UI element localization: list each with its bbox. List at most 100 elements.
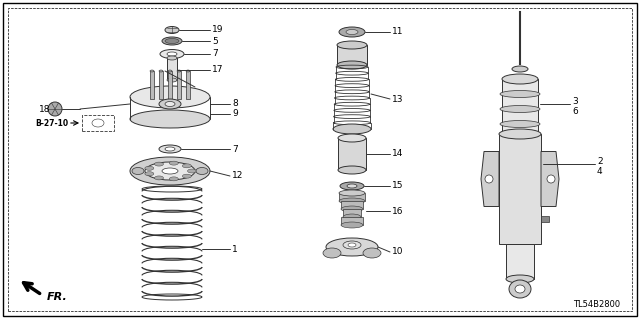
Text: 19: 19 bbox=[212, 26, 223, 34]
Ellipse shape bbox=[515, 285, 525, 293]
Text: 6: 6 bbox=[572, 107, 578, 115]
Polygon shape bbox=[481, 152, 499, 206]
Ellipse shape bbox=[337, 61, 367, 69]
Ellipse shape bbox=[182, 174, 191, 178]
Text: 13: 13 bbox=[392, 94, 403, 103]
Ellipse shape bbox=[512, 66, 528, 72]
Ellipse shape bbox=[132, 167, 144, 174]
Bar bbox=[177, 71, 181, 99]
Ellipse shape bbox=[347, 184, 357, 188]
Ellipse shape bbox=[165, 39, 179, 43]
Ellipse shape bbox=[159, 99, 181, 109]
Ellipse shape bbox=[159, 70, 163, 72]
Ellipse shape bbox=[196, 167, 208, 174]
Text: 4: 4 bbox=[597, 167, 603, 175]
Ellipse shape bbox=[338, 166, 366, 174]
Ellipse shape bbox=[167, 52, 177, 56]
Text: 1: 1 bbox=[232, 244, 237, 254]
Bar bbox=[338, 138, 366, 170]
Ellipse shape bbox=[323, 248, 341, 258]
Text: 9: 9 bbox=[232, 109, 237, 118]
Ellipse shape bbox=[338, 134, 366, 142]
Text: 7: 7 bbox=[232, 145, 237, 153]
Text: 16: 16 bbox=[392, 206, 403, 216]
Bar bbox=[499, 134, 541, 244]
Ellipse shape bbox=[130, 157, 210, 185]
Text: 12: 12 bbox=[232, 172, 243, 181]
Ellipse shape bbox=[500, 121, 540, 128]
Bar bbox=[82, 115, 114, 131]
Ellipse shape bbox=[340, 182, 364, 190]
Ellipse shape bbox=[343, 214, 361, 220]
Ellipse shape bbox=[162, 168, 178, 174]
Ellipse shape bbox=[363, 248, 381, 258]
Bar bbox=[168, 71, 172, 99]
Ellipse shape bbox=[160, 49, 184, 58]
Ellipse shape bbox=[130, 86, 210, 108]
Ellipse shape bbox=[485, 175, 493, 183]
Ellipse shape bbox=[145, 162, 195, 180]
Text: 18: 18 bbox=[38, 105, 50, 114]
Bar bbox=[159, 71, 163, 99]
Ellipse shape bbox=[509, 280, 531, 298]
Ellipse shape bbox=[154, 162, 163, 166]
Text: 17: 17 bbox=[212, 65, 223, 75]
Ellipse shape bbox=[341, 206, 363, 212]
Ellipse shape bbox=[500, 91, 540, 98]
Polygon shape bbox=[541, 152, 559, 206]
Ellipse shape bbox=[348, 243, 356, 247]
Ellipse shape bbox=[343, 241, 361, 249]
Ellipse shape bbox=[341, 222, 363, 228]
Text: 5: 5 bbox=[212, 36, 218, 46]
Text: 2: 2 bbox=[597, 157, 603, 166]
Ellipse shape bbox=[165, 26, 179, 33]
Text: 14: 14 bbox=[392, 150, 403, 159]
Text: 3: 3 bbox=[572, 97, 578, 106]
Ellipse shape bbox=[170, 177, 179, 181]
Ellipse shape bbox=[159, 145, 181, 153]
Text: B-27-10: B-27-10 bbox=[35, 118, 68, 128]
Ellipse shape bbox=[170, 161, 179, 165]
Ellipse shape bbox=[177, 70, 181, 72]
Bar bbox=[502, 79, 538, 134]
Text: 15: 15 bbox=[392, 182, 403, 190]
Ellipse shape bbox=[339, 27, 365, 37]
Ellipse shape bbox=[346, 29, 358, 34]
Text: TL54B2800: TL54B2800 bbox=[573, 300, 620, 309]
Ellipse shape bbox=[48, 102, 62, 116]
Ellipse shape bbox=[168, 70, 172, 72]
Bar bbox=[341, 217, 363, 225]
Ellipse shape bbox=[165, 147, 175, 151]
Ellipse shape bbox=[502, 74, 538, 84]
Bar bbox=[341, 201, 363, 209]
Text: 8: 8 bbox=[232, 100, 237, 108]
Ellipse shape bbox=[165, 101, 175, 107]
Bar bbox=[339, 193, 365, 201]
Ellipse shape bbox=[506, 275, 534, 283]
Bar bbox=[186, 71, 190, 99]
Ellipse shape bbox=[167, 56, 177, 60]
Ellipse shape bbox=[154, 176, 163, 180]
Ellipse shape bbox=[145, 172, 154, 176]
Bar bbox=[343, 209, 361, 217]
Ellipse shape bbox=[500, 106, 540, 113]
Ellipse shape bbox=[150, 70, 154, 72]
Text: FR.: FR. bbox=[47, 292, 68, 302]
Bar bbox=[506, 244, 534, 279]
Ellipse shape bbox=[326, 238, 378, 256]
Text: 10: 10 bbox=[392, 248, 403, 256]
Ellipse shape bbox=[547, 175, 555, 183]
Bar bbox=[150, 71, 154, 99]
Bar bbox=[541, 216, 549, 222]
Text: 7: 7 bbox=[212, 49, 218, 58]
Ellipse shape bbox=[339, 198, 365, 204]
Ellipse shape bbox=[339, 190, 365, 196]
Ellipse shape bbox=[333, 124, 371, 134]
Bar bbox=[337, 45, 367, 65]
Ellipse shape bbox=[499, 129, 541, 139]
Bar bbox=[167, 58, 177, 80]
Ellipse shape bbox=[186, 70, 190, 72]
Ellipse shape bbox=[162, 37, 182, 45]
Ellipse shape bbox=[182, 164, 191, 168]
Ellipse shape bbox=[167, 78, 177, 82]
